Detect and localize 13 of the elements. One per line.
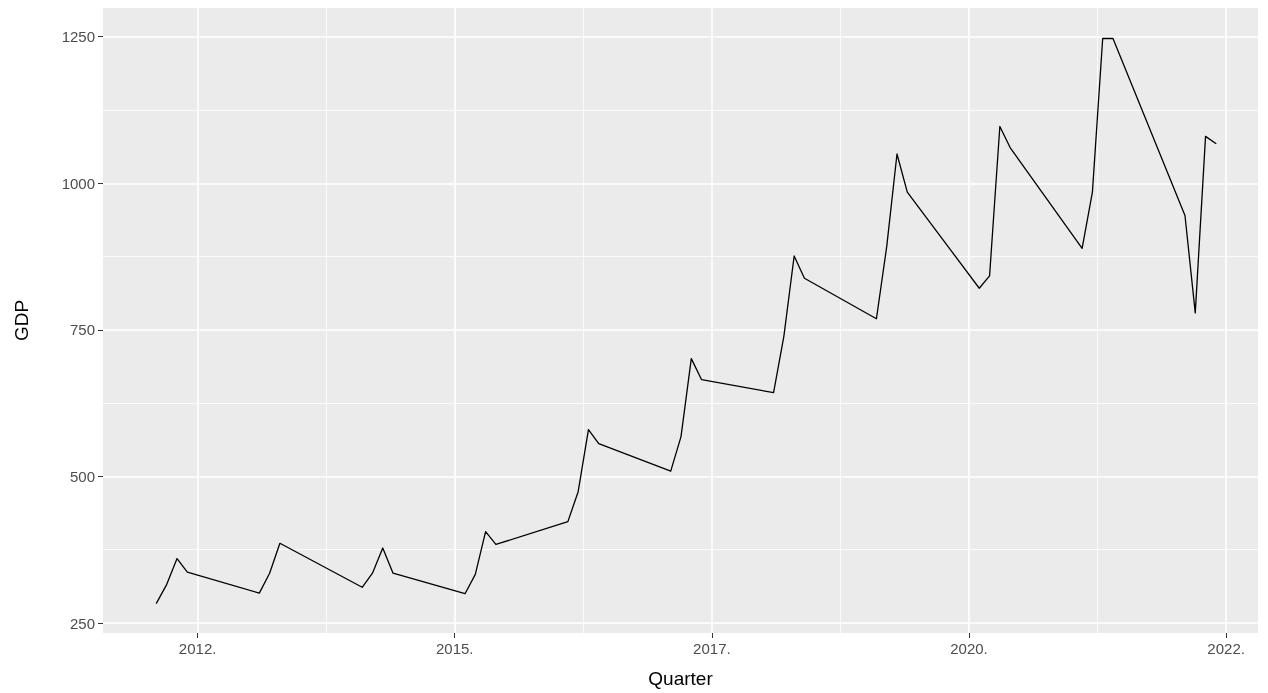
y-tick-label: 1250 [61, 28, 95, 46]
x-tick-label: 2012. [178, 640, 217, 657]
y-axis-title: GDP [11, 299, 32, 342]
x-tick-label: 2017. [693, 640, 731, 657]
y-tick-label: 500 [69, 467, 95, 485]
y-tick-label: 1000 [61, 174, 95, 192]
line-series [155, 37, 1217, 604]
x-tick-label: 2015. [435, 640, 474, 657]
x-tick-label: 2020. [950, 640, 988, 657]
y-tick-label: 250 [69, 614, 95, 632]
x-tick-label: 2022. [1207, 640, 1245, 657]
x-axis-title: Quarter [648, 668, 714, 689]
y-tick-label: 750 [69, 321, 95, 339]
